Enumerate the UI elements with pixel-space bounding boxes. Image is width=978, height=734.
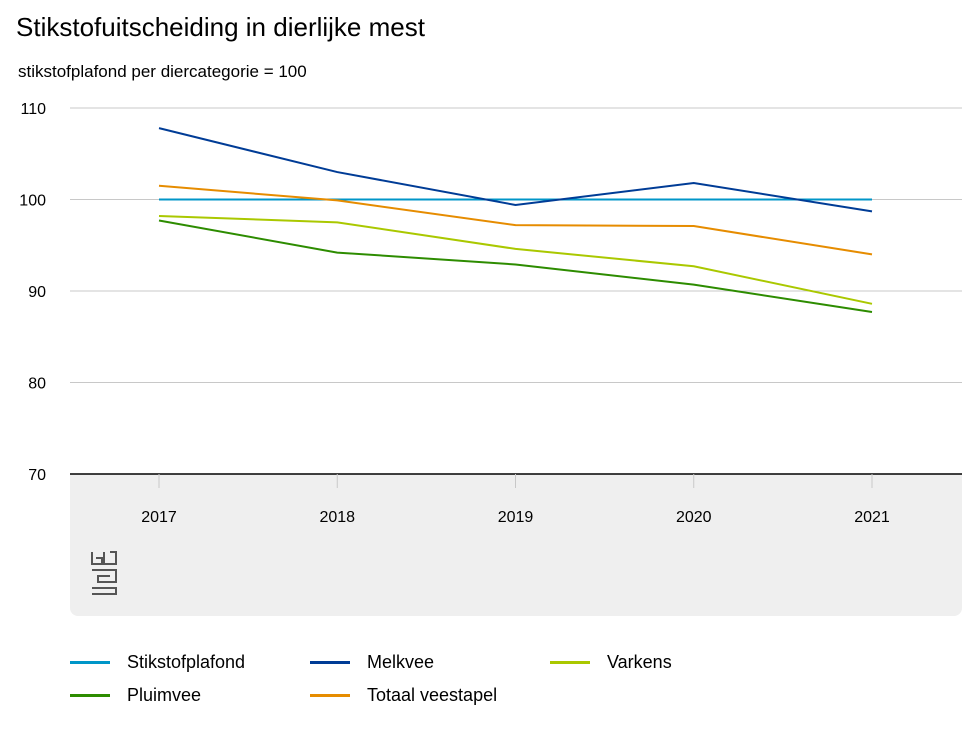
series-line-pluimvee <box>158 219 873 314</box>
x-tick-label: 2020 <box>676 509 712 526</box>
legend-swatch <box>310 694 350 697</box>
series-line-varkens <box>158 214 873 305</box>
legend-swatch <box>70 694 110 697</box>
legend-label: Totaal veestapel <box>367 685 498 705</box>
legend-swatch <box>70 661 110 664</box>
series-line-melkvee <box>158 127 873 213</box>
x-axis-ticks: 2017 2018 2019 2020 2021 <box>141 474 890 526</box>
series-line-totaal-veestapel <box>158 184 873 256</box>
cbs-logo-icon <box>91 551 117 595</box>
chart-title: Stikstofuitscheiding in dierlijke mest <box>16 12 425 42</box>
y-tick-label: 90 <box>28 284 46 301</box>
legend-swatch <box>310 661 350 664</box>
legend-label: Stikstofplafond <box>127 652 246 672</box>
x-tick-label: 2017 <box>141 509 177 526</box>
y-axis-ticks: 110 100 90 80 70 <box>19 101 46 484</box>
legend-label: Varkens <box>607 652 672 672</box>
legend-item-varkens: Varkens <box>550 652 672 673</box>
legend-swatch <box>550 661 590 664</box>
legend-label: Melkvee <box>367 652 435 672</box>
x-tick-label: 2021 <box>854 509 890 526</box>
chart-subtitle: stikstofplafond per diercategorie = 100 <box>18 62 307 81</box>
chart-footer-panel <box>70 474 962 616</box>
gridlines <box>70 107 962 475</box>
legend-item-pluimvee: Pluimvee <box>70 685 201 706</box>
legend-item-stikstofplafond: Stikstofplafond <box>70 652 245 673</box>
legend: Stikstofplafond Melkvee Varkens Pluimvee Tot… <box>70 652 950 722</box>
y-tick-label: 80 <box>28 376 46 393</box>
x-tick-label: 2019 <box>498 509 534 526</box>
line-chart: 110 100 90 80 70 2017 2018 2019 2020 2021 <box>19 101 962 616</box>
y-tick-label: 70 <box>28 467 46 484</box>
legend-item-melkvee: Melkvee <box>310 652 434 673</box>
x-tick-label: 2018 <box>319 509 355 526</box>
legend-item-totaal-veestapel: Totaal veestapel <box>310 685 497 706</box>
legend-label: Pluimvee <box>127 685 202 705</box>
y-tick-label: 110 <box>20 101 46 118</box>
series-lines <box>158 127 873 314</box>
y-tick-label: 100 <box>19 193 46 210</box>
